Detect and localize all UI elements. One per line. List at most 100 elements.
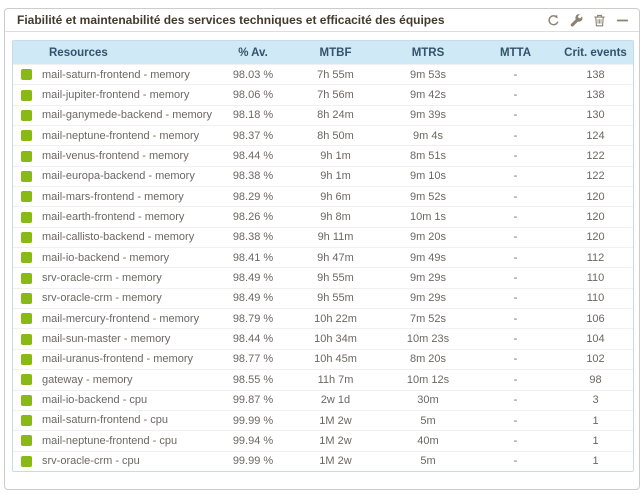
resource-name[interactable]: mail-mercury-frontend - memory — [42, 312, 200, 325]
resource-cell: mail-saturn-frontend - memory — [13, 64, 218, 85]
resource-name[interactable]: mail-sun-master - memory — [42, 333, 171, 346]
resource-name[interactable]: mail-saturn-frontend - memory — [42, 68, 190, 81]
status-ok-icon — [21, 150, 32, 162]
crit-events-cell: 110 — [558, 287, 633, 309]
mtta-cell: - — [473, 104, 558, 126]
table-row: mail-neptune-frontend - cpu 99.94 % 1M 2w 4… — [13, 430, 633, 451]
mtta-cell: - — [473, 328, 558, 349]
status-ok-icon — [21, 191, 32, 203]
resource-name[interactable]: mail-uranus-frontend - memory — [42, 353, 193, 366]
resource-name[interactable]: mail-saturn-frontend - cpu — [42, 414, 168, 427]
column-header-mtbf[interactable]: MTBF — [288, 41, 383, 64]
availability-cell: 98.29 % — [218, 186, 288, 207]
resource-name[interactable]: srv-oracle-crm - memory — [42, 292, 162, 305]
trash-icon[interactable] — [592, 13, 606, 27]
table-row: mail-mars-frontend - memory 98.29 % 9h 6m 9… — [13, 186, 633, 207]
mtbf-cell: 9h 11m — [288, 226, 383, 248]
table-row: mail-ganymede-backend - memory 98.18 % 8h … — [13, 104, 633, 126]
resource-name[interactable]: mail-earth-frontend - memory — [42, 211, 185, 224]
mtbf-cell: 11h 7m — [288, 369, 383, 390]
mtta-cell: - — [473, 450, 558, 471]
collapse-icon[interactable] — [615, 13, 629, 27]
mtbf-cell: 1M 2w — [288, 409, 383, 431]
mtbf-cell: 10h 22m — [288, 308, 383, 329]
crit-events-cell: 1 — [558, 409, 633, 431]
availability-cell: 99.99 % — [218, 450, 288, 471]
mtrs-cell: 8m 51s — [383, 145, 473, 166]
table-row: mail-venus-frontend - memory 98.44 % 9h 1m… — [13, 145, 633, 166]
availability-cell: 98.38 % — [218, 226, 288, 248]
resource-name[interactable]: mail-venus-frontend - memory — [42, 150, 189, 163]
crit-events-cell: 104 — [558, 328, 633, 349]
availability-cell: 99.94 % — [218, 430, 288, 451]
mtbf-cell: 9h 8m — [288, 206, 383, 227]
column-header-mtta[interactable]: MTTA — [473, 41, 558, 64]
crit-events-cell: 120 — [558, 226, 633, 248]
widget-titlebar: Fiabilité et maintenabilité des services… — [5, 9, 639, 32]
resource-name[interactable]: gateway - memory — [42, 373, 133, 386]
resource-name[interactable]: srv-oracle-crm - cpu — [42, 455, 140, 468]
resource-name[interactable]: mail-ganymede-backend - memory — [42, 109, 212, 122]
mtbf-cell: 9h 55m — [288, 287, 383, 309]
resource-cell: mail-europa-backend - memory — [13, 165, 218, 187]
mtrs-cell: 9m 49s — [383, 247, 473, 268]
mtrs-cell: 9m 29s — [383, 287, 473, 309]
wrench-icon[interactable] — [569, 13, 583, 27]
mtbf-cell: 2w 1d — [288, 389, 383, 410]
column-header-resources[interactable]: Resources — [13, 41, 218, 64]
mtbf-cell: 8h 24m — [288, 104, 383, 126]
column-header-crit-events[interactable]: Crit. events — [558, 41, 633, 64]
resource-name[interactable]: srv-oracle-crm - memory — [42, 272, 162, 285]
mtrs-cell: 9m 4s — [383, 125, 473, 146]
mtrs-cell: 5m — [383, 409, 473, 431]
mtrs-cell: 9m 42s — [383, 84, 473, 105]
status-ok-icon — [21, 293, 32, 304]
resource-cell: srv-oracle-crm - cpu — [13, 450, 218, 471]
resource-name[interactable]: mail-neptune-frontend - memory — [42, 129, 200, 142]
table-row: mail-saturn-frontend - memory 98.03 % 7h 5… — [13, 64, 633, 85]
status-ok-icon — [21, 109, 32, 121]
table-row: mail-neptune-frontend - memory 98.37 % 8h … — [13, 125, 633, 146]
resource-cell: srv-oracle-crm - memory — [13, 287, 218, 309]
status-ok-icon — [21, 231, 32, 243]
resource-name[interactable]: mail-io-backend - cpu — [42, 394, 148, 407]
column-header-availability[interactable]: % Av. — [218, 41, 288, 64]
availability-cell: 99.99 % — [218, 409, 288, 431]
widget-title: Fiabilité et maintenabilité des services… — [17, 13, 445, 27]
table-row: mail-jupiter-frontend - memory 98.06 % 7h … — [13, 84, 633, 105]
mtrs-cell: 5m — [383, 450, 473, 471]
availability-cell: 98.26 % — [218, 206, 288, 227]
mtbf-cell: 9h 1m — [288, 165, 383, 187]
mtbf-cell: 8h 50m — [288, 125, 383, 146]
resource-cell: mail-neptune-frontend - cpu — [13, 430, 218, 451]
resource-name[interactable]: mail-neptune-frontend - cpu — [42, 434, 178, 447]
status-ok-icon — [21, 69, 32, 81]
refresh-icon[interactable] — [546, 13, 560, 27]
resource-cell: mail-io-backend - memory — [13, 247, 218, 268]
resource-name[interactable]: mail-callisto-backend - memory — [42, 231, 195, 244]
table-row: mail-sun-master - memory 98.44 % 10h 34m 10… — [13, 328, 633, 349]
resource-cell: mail-mars-frontend - memory — [13, 186, 218, 207]
resource-cell: mail-io-backend - cpu — [13, 389, 218, 410]
crit-events-cell: 120 — [558, 206, 633, 227]
crit-events-cell: 122 — [558, 165, 633, 187]
availability-cell: 98.49 % — [218, 287, 288, 309]
mtta-cell: - — [473, 125, 558, 146]
mtbf-cell: 1M 2w — [288, 430, 383, 451]
table-row: srv-oracle-crm - cpu 99.99 % 1M 2w 5m -1 — [13, 450, 633, 471]
mtta-cell: - — [473, 369, 558, 390]
mtrs-cell: 8m 20s — [383, 348, 473, 370]
table-body: mail-saturn-frontend - memory 98.03 % 7h 5… — [13, 64, 633, 471]
column-header-mtrs[interactable]: MTRS — [383, 41, 473, 64]
resource-cell: mail-callisto-backend - memory — [13, 226, 218, 248]
table-row: mail-callisto-backend - memory 98.38 % 9h … — [13, 226, 633, 248]
resource-name[interactable]: mail-io-backend - memory — [42, 251, 170, 264]
resource-name[interactable]: mail-europa-backend - memory — [42, 170, 195, 183]
mtrs-cell: 40m — [383, 430, 473, 451]
resource-cell: mail-mercury-frontend - memory — [13, 308, 218, 329]
table-row: mail-uranus-frontend - memory 98.77 % 10h … — [13, 348, 633, 370]
status-ok-icon — [21, 252, 32, 264]
resource-name[interactable]: mail-mars-frontend - memory — [42, 190, 184, 203]
resource-name[interactable]: mail-jupiter-frontend - memory — [42, 89, 190, 102]
mtrs-cell: 9m 20s — [383, 226, 473, 248]
